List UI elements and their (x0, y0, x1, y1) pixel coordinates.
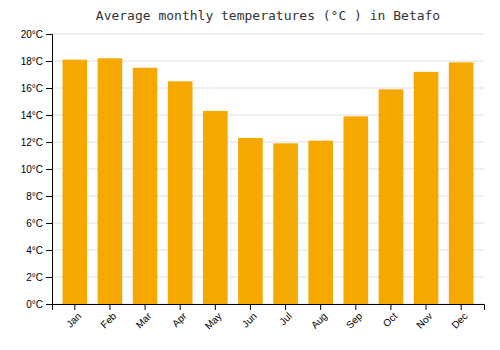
tick-label: Jan (64, 310, 83, 329)
tick-mark (250, 304, 251, 310)
tick-label: 2°C (26, 272, 43, 283)
tick: 6°C (26, 218, 52, 229)
tick: 2°C (26, 272, 52, 283)
bar (203, 111, 228, 304)
bar (63, 60, 88, 304)
tick-mark (46, 223, 52, 224)
tick: May (203, 304, 224, 332)
bar (168, 81, 193, 304)
tick-mark (46, 304, 52, 305)
tick: Jun (240, 304, 259, 330)
tick: 0°C (26, 299, 52, 310)
tick-mark (285, 304, 286, 310)
tick-label: Mar (134, 310, 154, 330)
axis-line (53, 305, 485, 311)
tick: Mar (134, 304, 154, 330)
bar (308, 141, 333, 304)
tick-label: 10°C (21, 164, 43, 175)
tick-mark (180, 304, 181, 310)
tick-mark (461, 304, 462, 310)
plot: 0°C 2°C 4°C 6°C 8°C 10°C 12°C 14°C 16°C 18°C 20°C J… (21, 29, 485, 332)
tick-mark (215, 304, 216, 310)
tick: 10°C (21, 164, 52, 175)
tick-label: Jul (277, 310, 294, 327)
title: Average monthly temperatures (°C ) in Be… (96, 8, 440, 23)
tick-label: 4°C (26, 245, 43, 256)
tick-mark (355, 304, 356, 310)
tick-mark (46, 196, 52, 197)
tick-mark (46, 169, 52, 170)
bar (98, 58, 123, 304)
y-axis: 0°C 2°C 4°C 6°C 8°C 10°C 12°C 14°C 16°C 18°C 20°C (21, 29, 53, 310)
tick: Aug (309, 304, 329, 331)
bar (379, 89, 404, 304)
tick-label: Sep (344, 310, 365, 331)
grid (52, 34, 484, 304)
tick-label: 8°C (26, 191, 43, 202)
tick: Apr (170, 304, 189, 329)
tick-mark (145, 304, 146, 310)
tick-label: 20°C (21, 29, 43, 40)
tick-mark (390, 304, 391, 310)
chart: 0°C 2°C 4°C 6°C 8°C 10°C 12°C 14°C 16°C 18°C 20°C J… (0, 0, 500, 350)
tick-label: Oct (381, 310, 400, 329)
tick-label: Nov (414, 310, 434, 330)
grid-line (52, 34, 484, 35)
tick-label: Feb (98, 310, 118, 330)
tick-label: Apr (170, 310, 189, 329)
bar (414, 72, 439, 304)
tick-label: 18°C (21, 56, 43, 67)
x-axis: Jan Feb Mar Apr May Jun Jul Aug Sep Oct Nov Dec (53, 304, 485, 332)
tick-mark (74, 304, 75, 310)
bar (449, 62, 474, 304)
tick-label: Aug (309, 310, 329, 330)
tick: 18°C (21, 56, 52, 67)
tick-mark (46, 88, 52, 89)
tick-label: 14°C (21, 110, 43, 121)
tick-mark (46, 34, 52, 35)
bar (133, 68, 158, 304)
tick: Nov (414, 304, 434, 331)
tick-label: May (203, 310, 224, 331)
tick: Sep (344, 304, 365, 331)
tick-label: 12°C (21, 137, 43, 148)
tick: 14°C (21, 110, 52, 121)
tick-mark (46, 250, 52, 251)
tick-mark (46, 277, 52, 278)
tick: 4°C (26, 245, 52, 256)
tick: 16°C (21, 83, 52, 94)
tick-mark (46, 142, 52, 143)
tick: 8°C (26, 191, 52, 202)
tick: 20°C (21, 29, 52, 40)
tick: Oct (381, 304, 400, 329)
tick: 12°C (21, 137, 52, 148)
tick-label: 0°C (26, 299, 43, 310)
tick-mark (46, 115, 52, 116)
tick-mark (109, 304, 110, 310)
axis-line (46, 35, 53, 305)
tick: Jul (277, 304, 294, 327)
bar (238, 138, 263, 304)
tick-label: 6°C (26, 218, 43, 229)
tick-mark (426, 304, 427, 310)
tick: Jan (64, 304, 83, 330)
tick-label: 16°C (21, 83, 43, 94)
tick-label: Dec (449, 310, 469, 330)
tick: Feb (98, 304, 118, 330)
bar (273, 143, 298, 304)
tick: Dec (449, 304, 469, 331)
tick-mark (46, 61, 52, 62)
bars (63, 58, 474, 304)
tick-label: Jun (240, 310, 259, 329)
tick-mark (320, 304, 321, 310)
bar (344, 116, 369, 304)
